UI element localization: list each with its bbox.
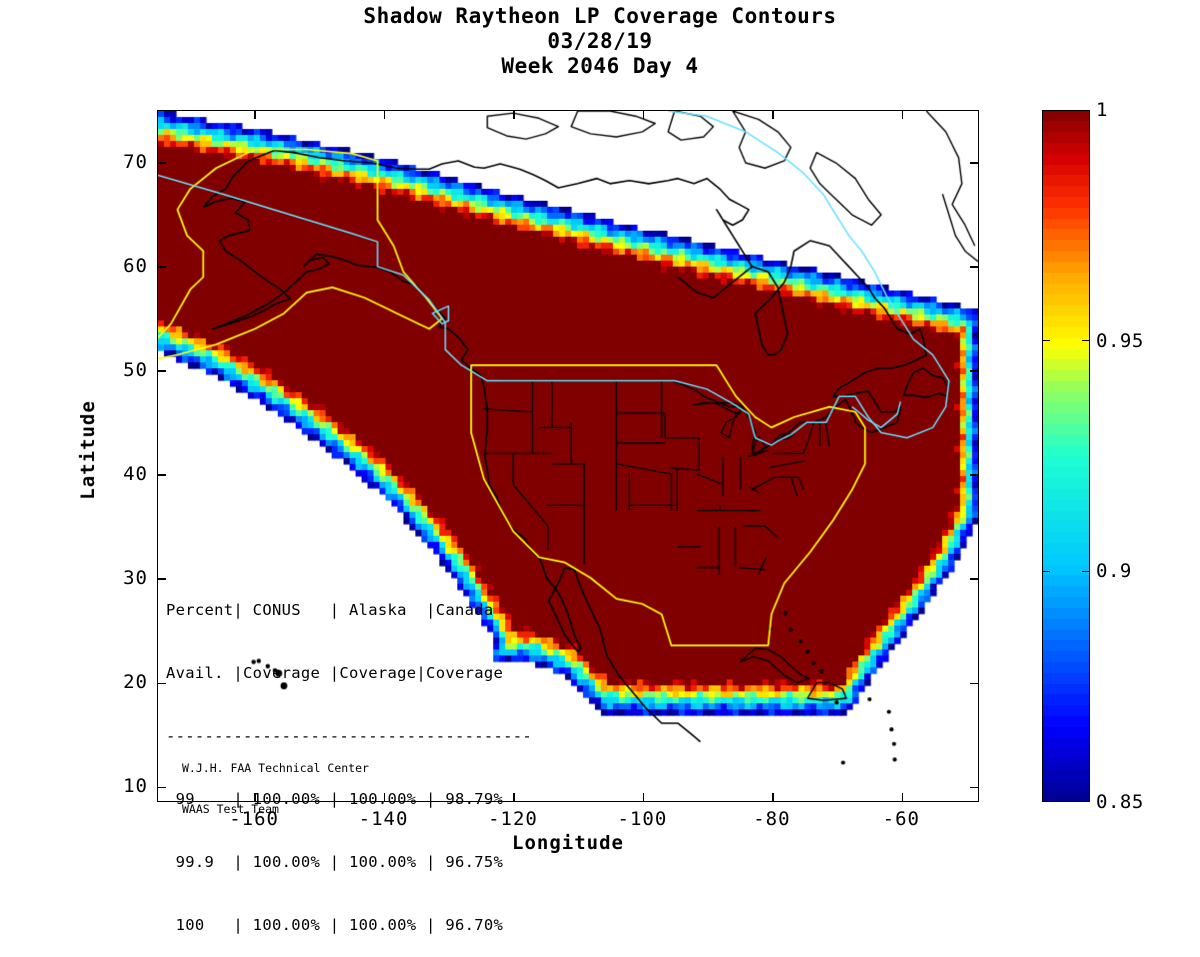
colorbar-tick bbox=[1042, 339, 1050, 342]
x-axis-tick bbox=[772, 111, 774, 119]
y-axis-tick bbox=[970, 682, 978, 685]
y-axis-tick bbox=[158, 474, 166, 476]
x-axis-tick-label: -60 bbox=[882, 808, 920, 830]
y-axis-tick-label: 70 bbox=[123, 151, 148, 174]
x-axis-tick bbox=[901, 111, 904, 119]
title-line-2: 03/28/19 bbox=[547, 29, 653, 53]
colorbar-gradient bbox=[1043, 111, 1089, 801]
credit-line-2: WAAS Test Team bbox=[182, 801, 279, 816]
x-axis-tick bbox=[513, 793, 515, 801]
x-axis-tick-label: -120 bbox=[488, 808, 538, 830]
x-axis-tick bbox=[901, 793, 904, 801]
y-axis-tick-label: 10 bbox=[123, 775, 148, 798]
y-axis-tick bbox=[970, 786, 978, 789]
colorbar-tick bbox=[1082, 339, 1090, 342]
y-axis-tick bbox=[158, 786, 166, 789]
colorbar-tick bbox=[1082, 570, 1090, 573]
y-axis-tick-label: 60 bbox=[123, 255, 148, 278]
y-axis-tick bbox=[970, 370, 978, 372]
stats-header-row-2: Avail. |Coverage |Coverage|Coverage bbox=[166, 664, 504, 682]
colorbar-tick-label: 1 bbox=[1096, 99, 1108, 121]
x-axis-label: Longitude bbox=[512, 832, 624, 854]
coverage-contour-canvas bbox=[158, 111, 978, 801]
y-axis-tick bbox=[158, 370, 166, 372]
x-axis-tick bbox=[254, 111, 256, 119]
y-axis-tick bbox=[970, 162, 978, 164]
title-line-1: Shadow Raytheon LP Coverage Contours bbox=[363, 4, 837, 28]
colorbar-tick-label: 0.9 bbox=[1096, 560, 1132, 583]
title-line-3: Week 2046 Day 4 bbox=[501, 54, 699, 78]
y-axis-tick bbox=[970, 578, 978, 581]
chart-title: Shadow Raytheon LP Coverage Contours 03/… bbox=[0, 4, 1200, 79]
y-axis-tick-label: 50 bbox=[123, 359, 148, 382]
map-plot-area bbox=[157, 110, 979, 802]
x-axis-tick-label: -160 bbox=[229, 808, 279, 830]
table-row: 99.9 | 100.00% | 100.00% | 96.75% bbox=[166, 853, 504, 871]
y-axis-tick bbox=[970, 474, 978, 476]
y-axis-tick-label: 20 bbox=[123, 671, 148, 694]
colorbar-tick bbox=[1042, 570, 1050, 573]
credit-line-1: W.J.H. FAA Technical Center bbox=[182, 761, 369, 775]
x-axis-tick-label: -140 bbox=[358, 808, 409, 830]
y-axis-tick-label: 30 bbox=[123, 567, 148, 590]
x-axis-tick bbox=[642, 111, 645, 119]
colorbar-tick-label: 0.95 bbox=[1096, 329, 1144, 352]
colorbar bbox=[1042, 110, 1090, 802]
y-axis-tick bbox=[158, 162, 166, 164]
y-axis-tick bbox=[158, 266, 166, 268]
x-axis-tick-label: -100 bbox=[617, 808, 668, 830]
credit-block: W.J.H. FAA Technical Center WAAS Test Te… bbox=[182, 735, 369, 830]
y-axis-tick-label: 40 bbox=[123, 463, 148, 486]
y-axis-tick bbox=[970, 266, 978, 268]
y-axis-tick bbox=[158, 578, 166, 581]
x-axis-tick-label: -80 bbox=[753, 808, 791, 830]
stats-header-row-1: Percent| CONUS | Alaska |Canada bbox=[166, 601, 494, 619]
y-axis-label: Latitude bbox=[77, 400, 99, 500]
x-axis-tick bbox=[383, 793, 386, 801]
x-axis-tick bbox=[254, 793, 256, 801]
x-axis-tick bbox=[513, 111, 515, 119]
stats-divider: -------------------------------------- bbox=[166, 727, 533, 745]
x-axis-tick bbox=[383, 111, 386, 119]
y-axis-tick bbox=[158, 682, 166, 685]
table-row: 99 | 100.00% | 100.00% | 98.79% bbox=[166, 790, 504, 808]
colorbar-tick-label: 0.85 bbox=[1096, 791, 1144, 813]
x-axis-tick bbox=[772, 793, 774, 801]
x-axis-tick bbox=[642, 793, 645, 801]
table-row: 100 | 100.00% | 100.00% | 96.70% bbox=[166, 916, 504, 934]
